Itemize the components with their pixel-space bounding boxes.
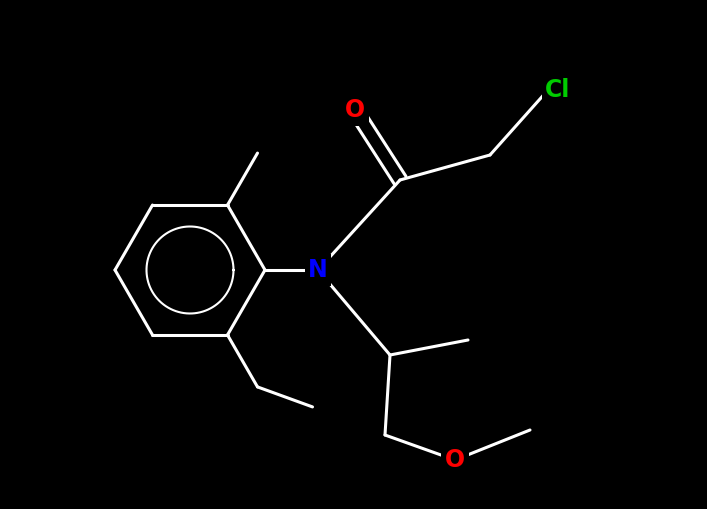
Text: Cl: Cl: [545, 78, 571, 102]
Text: N: N: [308, 258, 328, 282]
Text: O: O: [445, 448, 465, 472]
Text: O: O: [345, 98, 365, 122]
